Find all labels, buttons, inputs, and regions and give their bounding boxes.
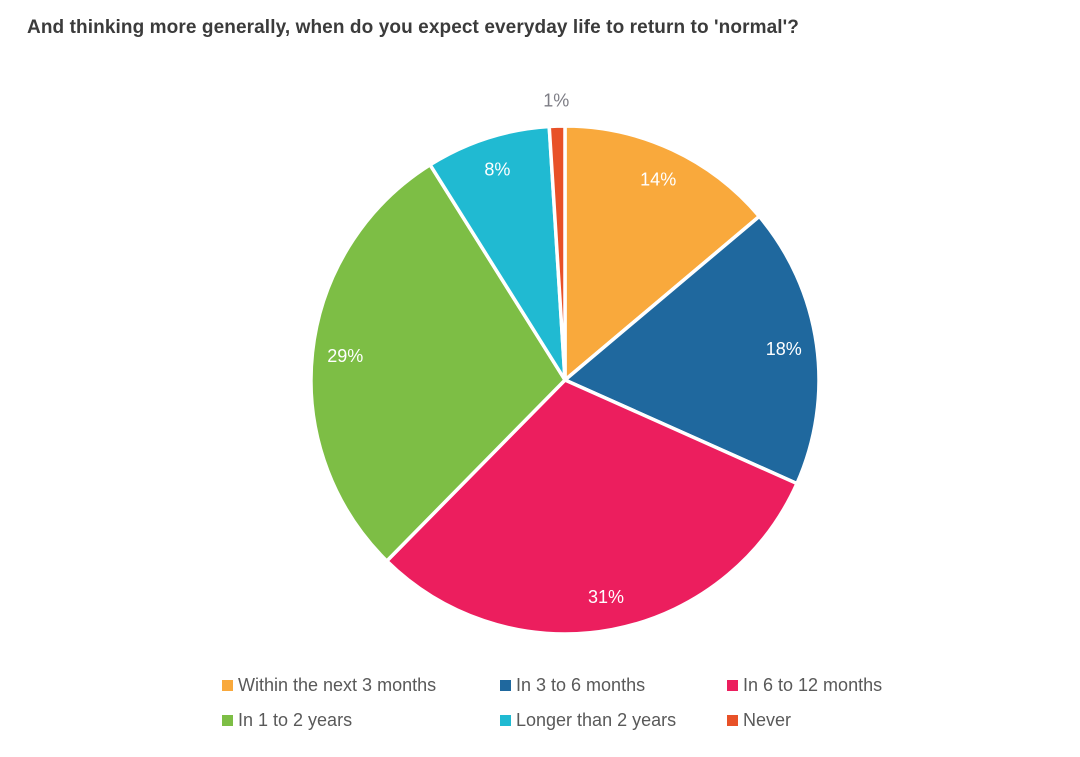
pie-slice-longer-than-2-years[interactable] xyxy=(428,124,567,382)
legend-swatch-icon xyxy=(222,714,233,726)
legend-item-label: In 1 to 2 years xyxy=(238,709,353,730)
legend-item-never[interactable]: Never xyxy=(727,709,882,731)
chart-title: And thinking more generally, when do you… xyxy=(27,17,799,38)
legend-swatch-icon xyxy=(500,714,511,726)
legend-item-longer-than-2-years[interactable]: Longer than 2 years xyxy=(500,709,727,731)
legend-swatch-icon xyxy=(727,714,738,726)
pie-slice-value-label: 14% xyxy=(640,170,676,190)
legend-swatch-icon xyxy=(727,679,738,691)
legend-item-in-3-to-6-months[interactable]: In 3 to 6 months xyxy=(500,674,727,696)
legend-item-label: Within the next 3 months xyxy=(238,674,437,695)
pie-slice-in-1-to-2-years[interactable] xyxy=(309,163,567,563)
legend-item-in-6-to-12-months[interactable]: In 6 to 12 months xyxy=(727,674,882,696)
pie-slice-value-label: 18% xyxy=(766,339,802,359)
legend-item-label: Never xyxy=(743,709,792,730)
legend-item-within-the-next-3-months[interactable]: Within the next 3 months xyxy=(222,674,500,696)
pie-slice-in-6-to-12-months[interactable] xyxy=(385,378,799,636)
pie-slice-within-the-next-3-months[interactable] xyxy=(563,124,762,382)
pie-slice-never[interactable] xyxy=(547,124,567,382)
legend-swatch-icon xyxy=(222,679,233,691)
pie-slice-value-label: 8% xyxy=(484,160,510,180)
pie-slice-value-label: 29% xyxy=(327,346,363,366)
pie-chart: 14% 18% 31% 29% 8% 1% xyxy=(309,91,821,636)
chart-legend: Within the next 3 months In 3 to 6 months… xyxy=(222,674,882,731)
pie-slice-value-label: 31% xyxy=(588,587,624,607)
legend-swatch-icon xyxy=(500,679,511,691)
legend-item-label: In 6 to 12 months xyxy=(743,674,883,695)
pie-slice-in-3-to-6-months[interactable] xyxy=(563,214,821,486)
pie-slice-value-label: 1% xyxy=(543,91,569,111)
legend-item-label: In 3 to 6 months xyxy=(516,674,646,695)
legend-item-label: Longer than 2 years xyxy=(516,709,677,730)
legend-item-in-1-to-2-years[interactable]: In 1 to 2 years xyxy=(222,709,500,731)
